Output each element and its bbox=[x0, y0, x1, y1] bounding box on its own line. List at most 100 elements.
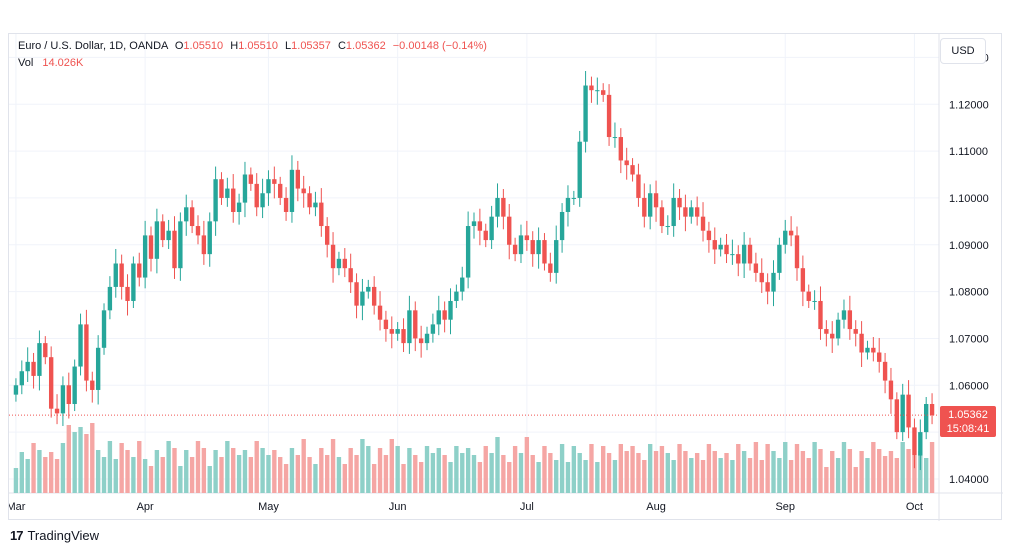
volume-bar bbox=[278, 457, 283, 493]
volume-bar bbox=[536, 462, 541, 493]
candle-body bbox=[389, 329, 394, 334]
volume-bar bbox=[407, 448, 412, 493]
volume-bar bbox=[113, 459, 118, 493]
y-tick-label: 1.09000 bbox=[949, 240, 989, 252]
x-tick-label: Oct bbox=[906, 501, 923, 513]
volume-bar bbox=[371, 464, 377, 493]
volume-bar bbox=[718, 458, 723, 493]
volume-bar bbox=[812, 442, 817, 493]
volume-bar bbox=[418, 462, 424, 493]
volume-bar bbox=[272, 450, 277, 493]
volume-bar bbox=[554, 460, 559, 493]
volume-bar bbox=[324, 455, 330, 493]
candle-body bbox=[924, 404, 929, 433]
candle-body bbox=[278, 183, 283, 198]
candle-body bbox=[524, 235, 530, 241]
y-tick-label: 1.08000 bbox=[949, 287, 989, 299]
tradingview-branding[interactable]: 17 TradingView bbox=[10, 528, 99, 543]
volume-bar bbox=[683, 451, 688, 493]
candle-body bbox=[512, 244, 518, 255]
volume-bar bbox=[794, 444, 800, 493]
volume-bar bbox=[154, 450, 160, 493]
candle-body bbox=[242, 174, 248, 203]
volume-bar bbox=[201, 448, 207, 493]
volume-bar bbox=[712, 451, 717, 493]
candle-body bbox=[689, 207, 694, 217]
volume-bar bbox=[301, 439, 306, 493]
candle-body bbox=[824, 329, 829, 334]
volume-bar bbox=[207, 466, 212, 493]
volume-bar bbox=[489, 453, 494, 493]
candle-body bbox=[530, 240, 535, 255]
y-tick-label: 1.10000 bbox=[949, 193, 989, 205]
volume-bar bbox=[501, 455, 506, 493]
y-tick-label: 1.11000 bbox=[949, 146, 988, 158]
candle-body bbox=[847, 310, 853, 330]
candle-body bbox=[330, 244, 336, 269]
volume-bar bbox=[242, 450, 248, 493]
legend-symbol: Euro / U.S. Dollar, 1D, OANDA bbox=[18, 40, 168, 52]
price-chart[interactable]: 1.040001.050001.060001.070001.080001.090… bbox=[9, 34, 1003, 521]
candle-body bbox=[113, 263, 118, 287]
volume-bar bbox=[43, 457, 48, 493]
candle-body bbox=[659, 207, 665, 227]
volume-bar bbox=[336, 457, 342, 493]
candle-body bbox=[912, 427, 917, 456]
volume-bar bbox=[84, 434, 89, 493]
volume-bar bbox=[647, 444, 653, 493]
volume-bar bbox=[530, 455, 535, 493]
candle-body bbox=[783, 230, 788, 245]
volume-bar bbox=[254, 441, 259, 493]
candle-body bbox=[225, 188, 230, 198]
volume-bar bbox=[736, 444, 741, 493]
volume-bar bbox=[442, 455, 447, 493]
volume-bar bbox=[454, 446, 459, 493]
currency-button[interactable]: USD bbox=[940, 38, 986, 64]
volume-bar bbox=[730, 460, 735, 493]
x-tick-label: May bbox=[258, 501, 279, 513]
candle-body bbox=[718, 244, 723, 250]
volume-bar bbox=[900, 442, 905, 493]
volume-bar bbox=[595, 462, 600, 493]
candle-body bbox=[542, 240, 547, 264]
candle-body bbox=[624, 160, 629, 166]
volume-bar bbox=[694, 453, 700, 493]
volume-bar bbox=[66, 425, 71, 493]
candle-body bbox=[313, 202, 318, 208]
volume-bar bbox=[524, 437, 530, 493]
volume-bar bbox=[906, 449, 911, 493]
volume-bar bbox=[665, 453, 670, 493]
candle-body bbox=[31, 361, 36, 376]
volume-bar bbox=[13, 468, 19, 493]
volume-bar bbox=[477, 462, 483, 493]
legend-vol: 14.026K bbox=[42, 57, 84, 69]
volume-bar bbox=[90, 423, 95, 493]
volume-bar bbox=[354, 455, 359, 493]
volume-bar bbox=[424, 446, 430, 493]
candle-body bbox=[90, 380, 95, 390]
volume-bar bbox=[571, 446, 577, 493]
volume-bar bbox=[818, 449, 823, 493]
candle-body bbox=[266, 179, 271, 194]
volume-bar bbox=[495, 437, 500, 493]
volume-bar bbox=[166, 441, 171, 493]
candle-body bbox=[460, 277, 465, 292]
volume-bar bbox=[636, 453, 641, 493]
candle-body bbox=[184, 207, 189, 222]
volume-bar bbox=[624, 451, 629, 493]
candle-body bbox=[900, 394, 905, 433]
candle-body bbox=[195, 226, 201, 236]
volume-bar bbox=[706, 444, 712, 493]
candle-body bbox=[207, 221, 212, 255]
candle-body bbox=[60, 385, 66, 414]
volume-bar bbox=[72, 432, 77, 493]
volume-bar bbox=[319, 448, 324, 493]
candle-body bbox=[595, 90, 600, 92]
candle-body bbox=[771, 272, 776, 292]
volume-bar bbox=[747, 458, 753, 493]
volume-bar bbox=[853, 467, 858, 493]
candle-body bbox=[101, 310, 107, 348]
candle-body bbox=[653, 193, 659, 208]
volume-bar bbox=[835, 458, 841, 493]
volume-bar bbox=[724, 453, 729, 493]
